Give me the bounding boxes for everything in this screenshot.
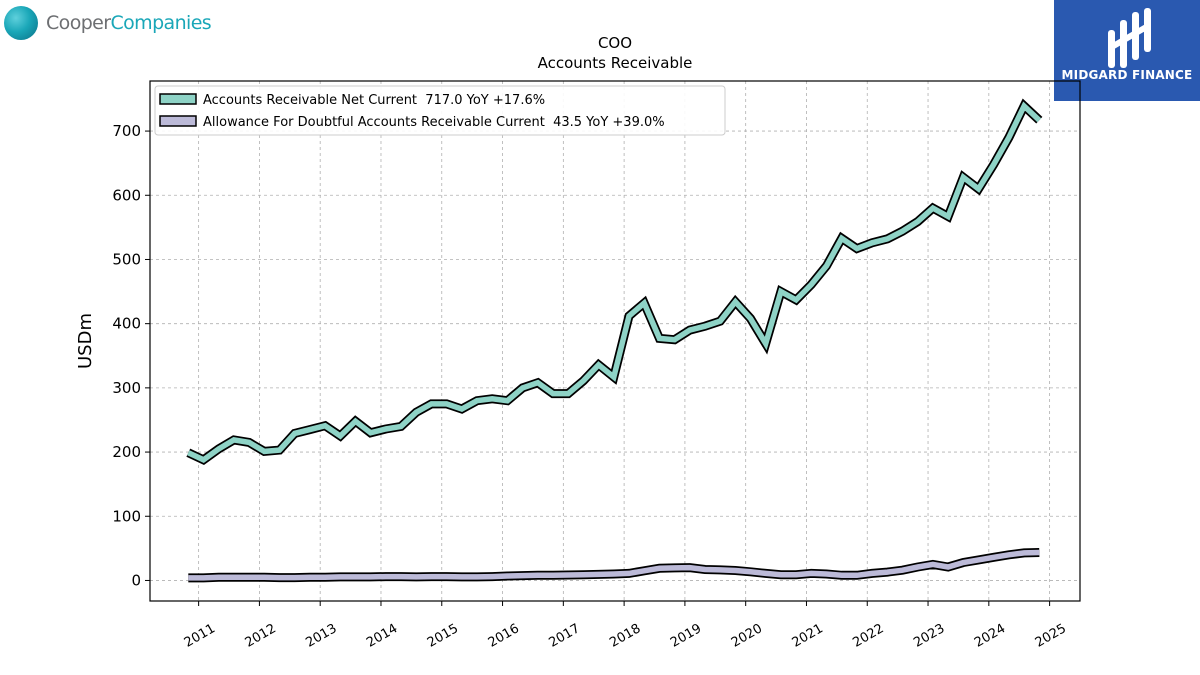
legend-box (154, 85, 726, 136)
x-tick-label: 2011 (182, 621, 218, 651)
legend: Accounts Receivable Net Current 717.0 Yo… (154, 85, 726, 136)
legend-label-allowance: Allowance For Doubtful Accounts Receivab… (203, 115, 665, 130)
x-tick-label: 2018 (607, 621, 643, 651)
company-logo-word1: Cooper (46, 12, 111, 34)
x-tick-label: 2024 (972, 621, 1008, 651)
y-tick-label: 200 (112, 443, 141, 461)
brand-logo-icon (1108, 8, 1151, 68)
brand-text: MIDGARD FINANCE (1061, 68, 1193, 82)
x-tick-label: 2021 (790, 621, 826, 651)
line-allowance-doubtful-accounts (188, 549, 1040, 581)
company-logo-mark (4, 6, 38, 40)
plot-frame (149, 80, 1081, 602)
y-tick-label: 500 (112, 250, 141, 268)
y-tick-label: 600 (112, 186, 141, 204)
chart-subtitle: Accounts Receivable (538, 54, 693, 72)
y-axis-label: USDm (75, 313, 96, 369)
legend-swatch-accounts-receivable (159, 93, 197, 105)
company-logo-text: CooperCompanies (46, 12, 212, 34)
x-tick-label: 2022 (850, 621, 886, 651)
series-layer (186, 98, 1043, 583)
line-accounts-receivable (187, 101, 1042, 463)
y-tick-label: 0 (131, 571, 141, 589)
legend-label-accounts-receivable: Accounts Receivable Net Current 717.0 Yo… (203, 93, 545, 108)
y-tick-label: 300 (112, 379, 141, 397)
y-tick-label: 100 (112, 507, 141, 525)
x-tick-label: 2014 (364, 621, 400, 651)
x-tick-label: 2023 (911, 621, 947, 651)
grid (150, 81, 1080, 601)
chart-title: COO (598, 34, 632, 52)
y-tick-label: 700 (112, 122, 141, 140)
x-tick-label: 2013 (303, 621, 339, 651)
x-tick-label: 2015 (425, 621, 461, 651)
x-tick-label: 2016 (486, 621, 522, 651)
company-logo-word2: Companies (110, 12, 212, 34)
x-tick-label: 2012 (243, 621, 279, 651)
line-accounts-receivable-outline (186, 98, 1043, 465)
legend-swatch-allowance (159, 115, 197, 127)
company-logo: CooperCompanies (4, 4, 212, 42)
x-tick-label: 2017 (547, 621, 583, 651)
x-tick-label: 2020 (729, 621, 765, 651)
x-tick-label: 2025 (1033, 621, 1069, 651)
brand-badge: MIDGARD FINANCE (1054, 0, 1200, 101)
x-tick-label: 2019 (668, 621, 704, 651)
y-tick-label: 400 (112, 315, 141, 333)
